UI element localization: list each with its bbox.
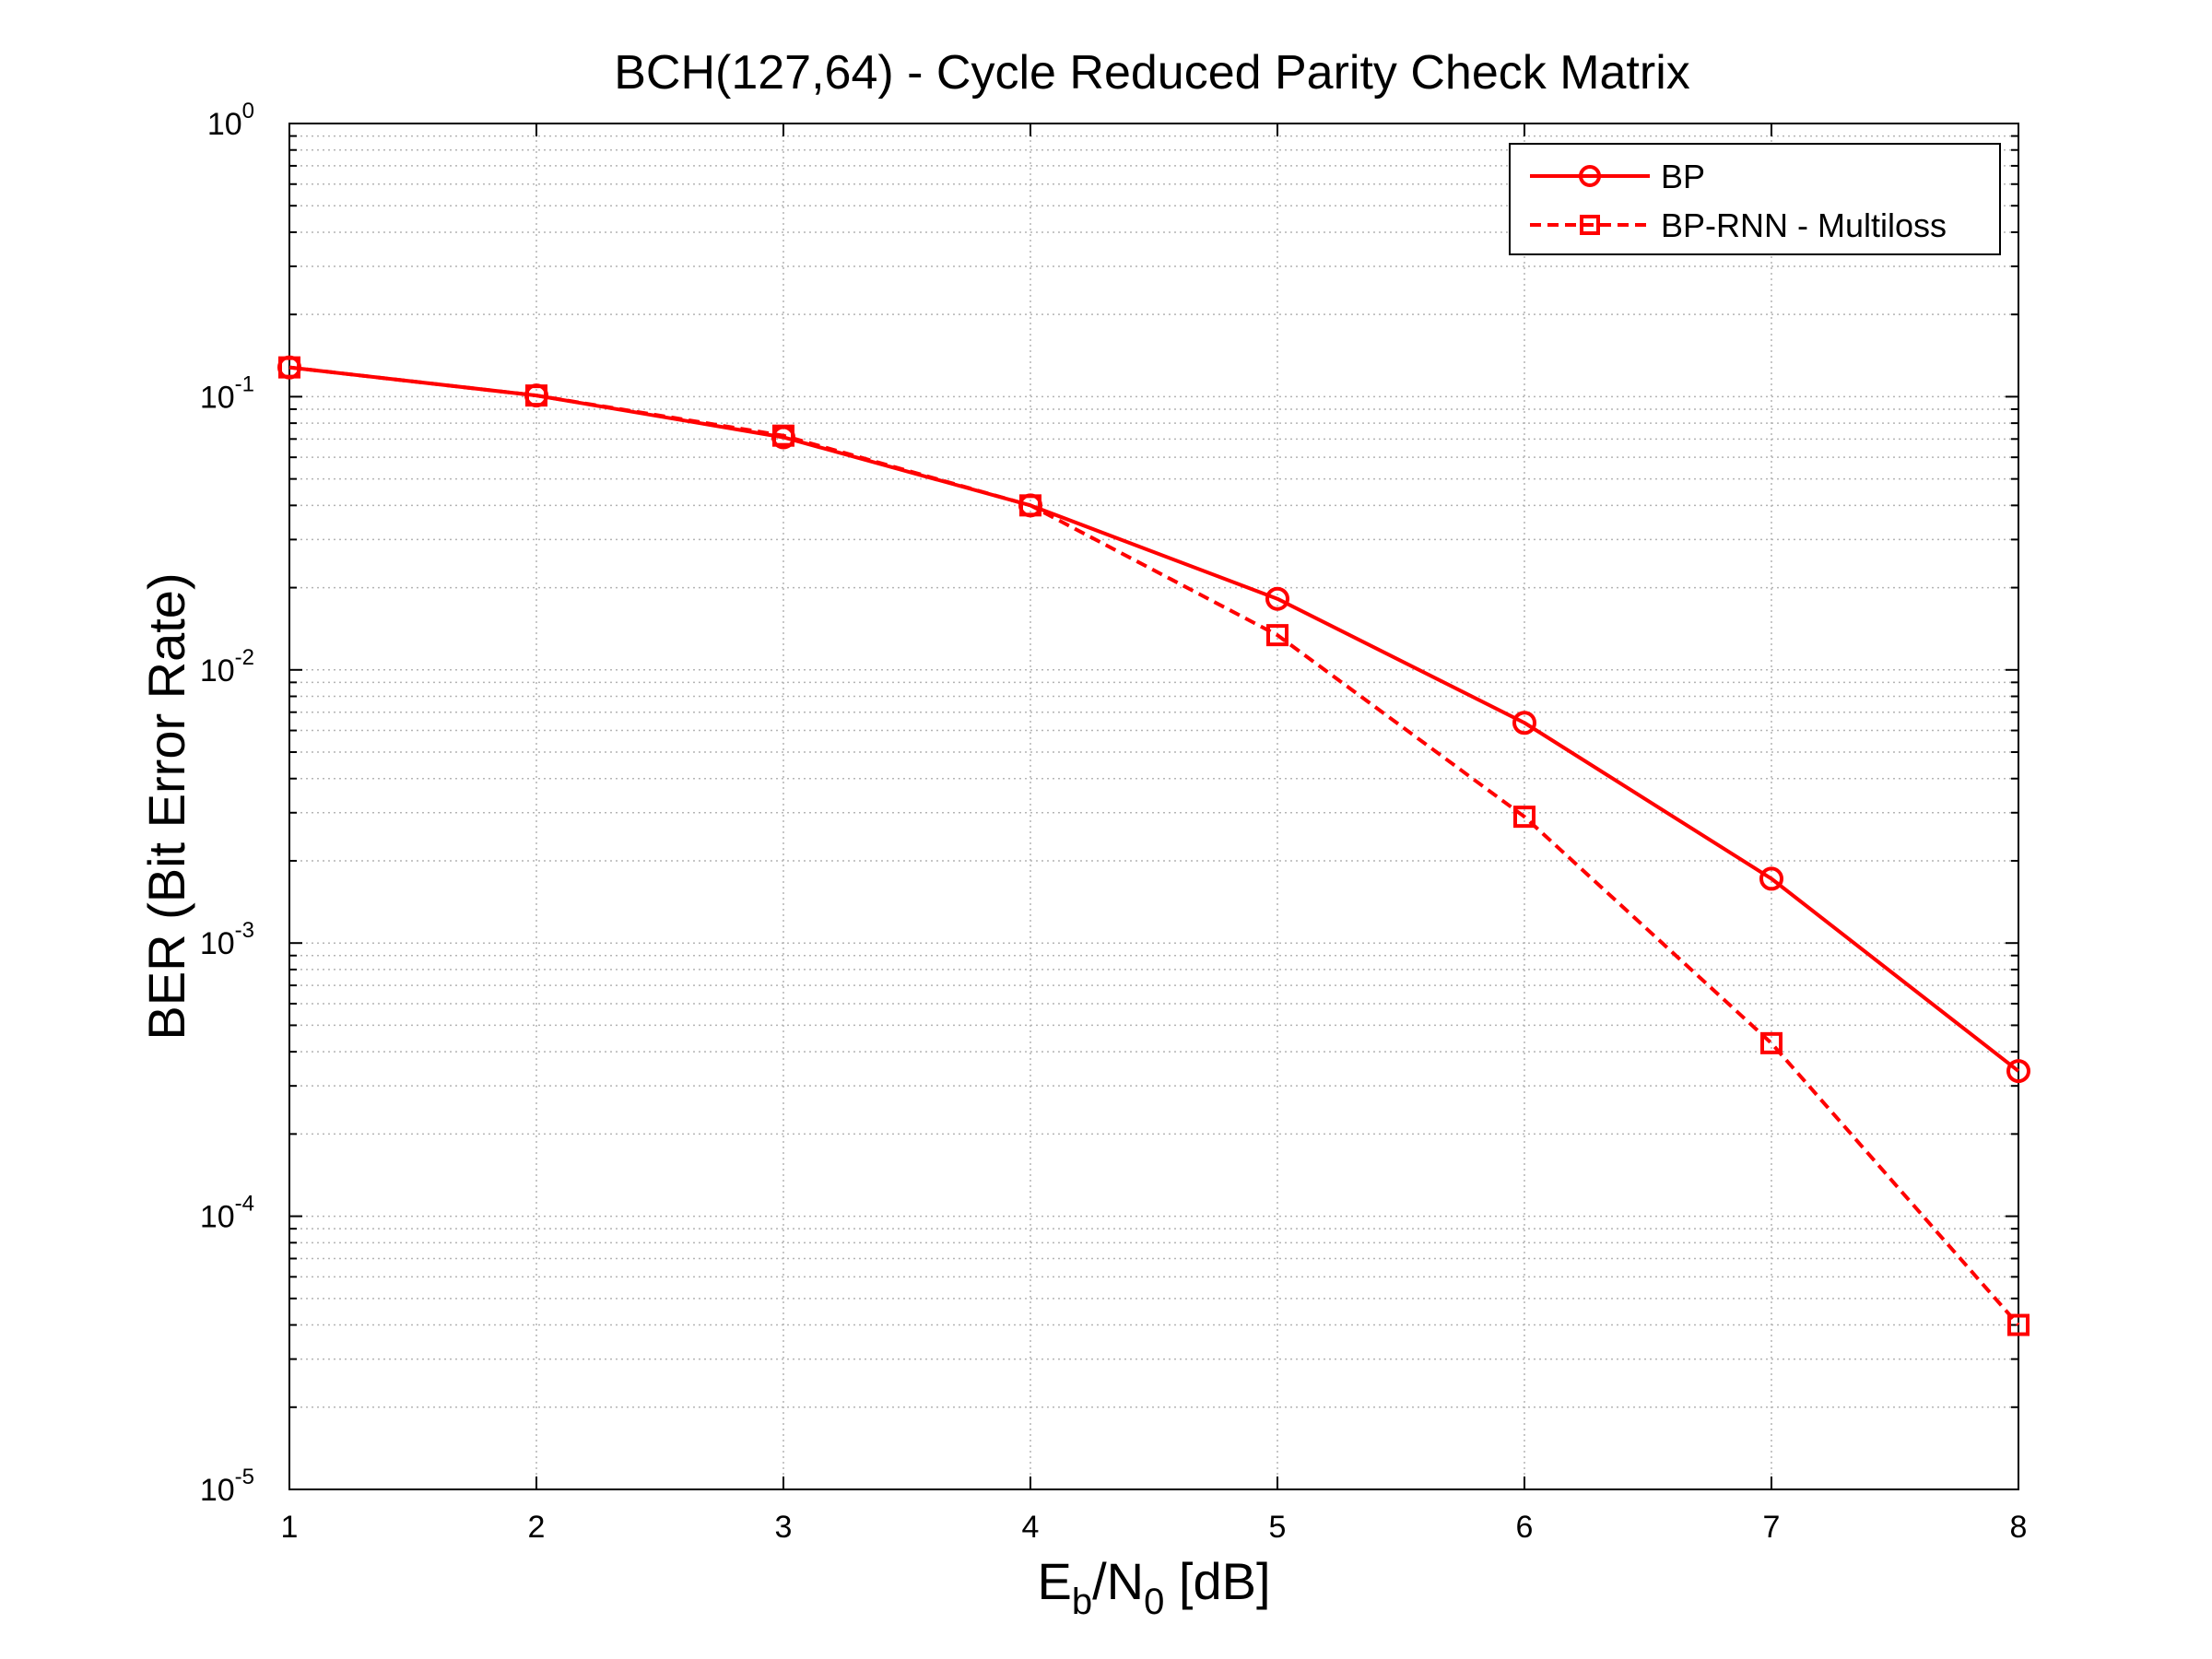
x-tick-label: 8	[2010, 1510, 2028, 1545]
y-tick-base: 10	[200, 926, 235, 961]
y-tick-exponent: -1	[235, 371, 254, 396]
y-tick-label: 10-4	[200, 1192, 254, 1235]
legend-label-bp: BP	[1661, 158, 1705, 195]
y-tick-exponent: 0	[242, 99, 254, 124]
y-tick-exponent: -2	[235, 645, 254, 670]
axis-ticks	[288, 124, 2019, 1489]
x-tick-label: 4	[1022, 1510, 1040, 1545]
x-axis-label-sub2: 0	[1144, 1582, 1164, 1622]
chart-title: BCH(127,64) - Cycle Reduced Parity Check…	[614, 46, 1690, 100]
y-tick-exponent: -5	[235, 1465, 254, 1489]
data-point-bp-rnn	[1760, 1031, 1783, 1054]
x-tick-label: 2	[528, 1510, 546, 1545]
y-tick-base: 10	[200, 1473, 235, 1508]
x-axis-label-mid: /N	[1092, 1552, 1144, 1610]
y-tick-label: 10-5	[200, 1465, 254, 1508]
x-axis-label-sub1: b	[1072, 1582, 1092, 1622]
data-point-bp-rnn	[1019, 494, 1041, 517]
x-axis-label-tail: [dB]	[1164, 1552, 1270, 1610]
legend-box	[1509, 143, 2001, 255]
x-tick-label: 5	[1269, 1510, 1287, 1545]
y-tick-base: 10	[207, 107, 242, 142]
x-tick-label: 3	[775, 1510, 793, 1545]
data-point-bp	[1512, 711, 1536, 735]
x-tick-label: 7	[1763, 1510, 1781, 1545]
x-axis-label-main: E	[1037, 1552, 1071, 1610]
grid	[289, 124, 2018, 1489]
x-axis-label: Eb/N0 [dB]	[1037, 1552, 1270, 1622]
y-tick-label: 10-2	[200, 645, 254, 688]
data-point-bp	[2006, 1059, 2030, 1084]
y-tick-exponent: -3	[235, 918, 254, 943]
legend: BP BP-RNN - Multiloss	[1509, 143, 2001, 255]
data-point-bp-rnn	[1513, 806, 1535, 829]
data-point-bp-rnn	[525, 384, 547, 407]
y-tick-base: 10	[200, 380, 235, 415]
x-tick-labels: 1 2 3 4 5 6 7 8	[281, 1510, 2028, 1545]
data-point-bp	[1265, 586, 1289, 611]
y-tick-base: 10	[200, 1200, 235, 1235]
y-tick-exponent: -4	[235, 1192, 254, 1217]
plot-frame	[288, 123, 2019, 1490]
x-tick-label: 1	[281, 1510, 299, 1545]
x-tick-label: 6	[1516, 1510, 1534, 1545]
y-tick-label: 100	[207, 99, 254, 142]
data-point-bp-rnn	[2007, 1313, 2030, 1336]
data-point-bp-rnn	[1266, 624, 1288, 647]
data-point-bp	[1759, 866, 1783, 891]
series-line-bp-rnn	[288, 365, 2020, 1326]
legend-label-bp-rnn: BP-RNN - Multiloss	[1661, 206, 1947, 244]
data-point-bp-rnn	[278, 356, 300, 379]
data-point-bp-rnn	[772, 424, 794, 447]
y-tick-label: 10-1	[200, 371, 254, 415]
series-lines	[277, 355, 2030, 1336]
legend-marker-bp-rnn	[1580, 215, 1600, 235]
y-tick-label: 10-3	[200, 918, 254, 961]
y-tick-base: 10	[200, 653, 235, 688]
legend-marker-bp	[1579, 165, 1601, 187]
y-axis-label: BER (Bit Error Rate)	[137, 572, 195, 1040]
